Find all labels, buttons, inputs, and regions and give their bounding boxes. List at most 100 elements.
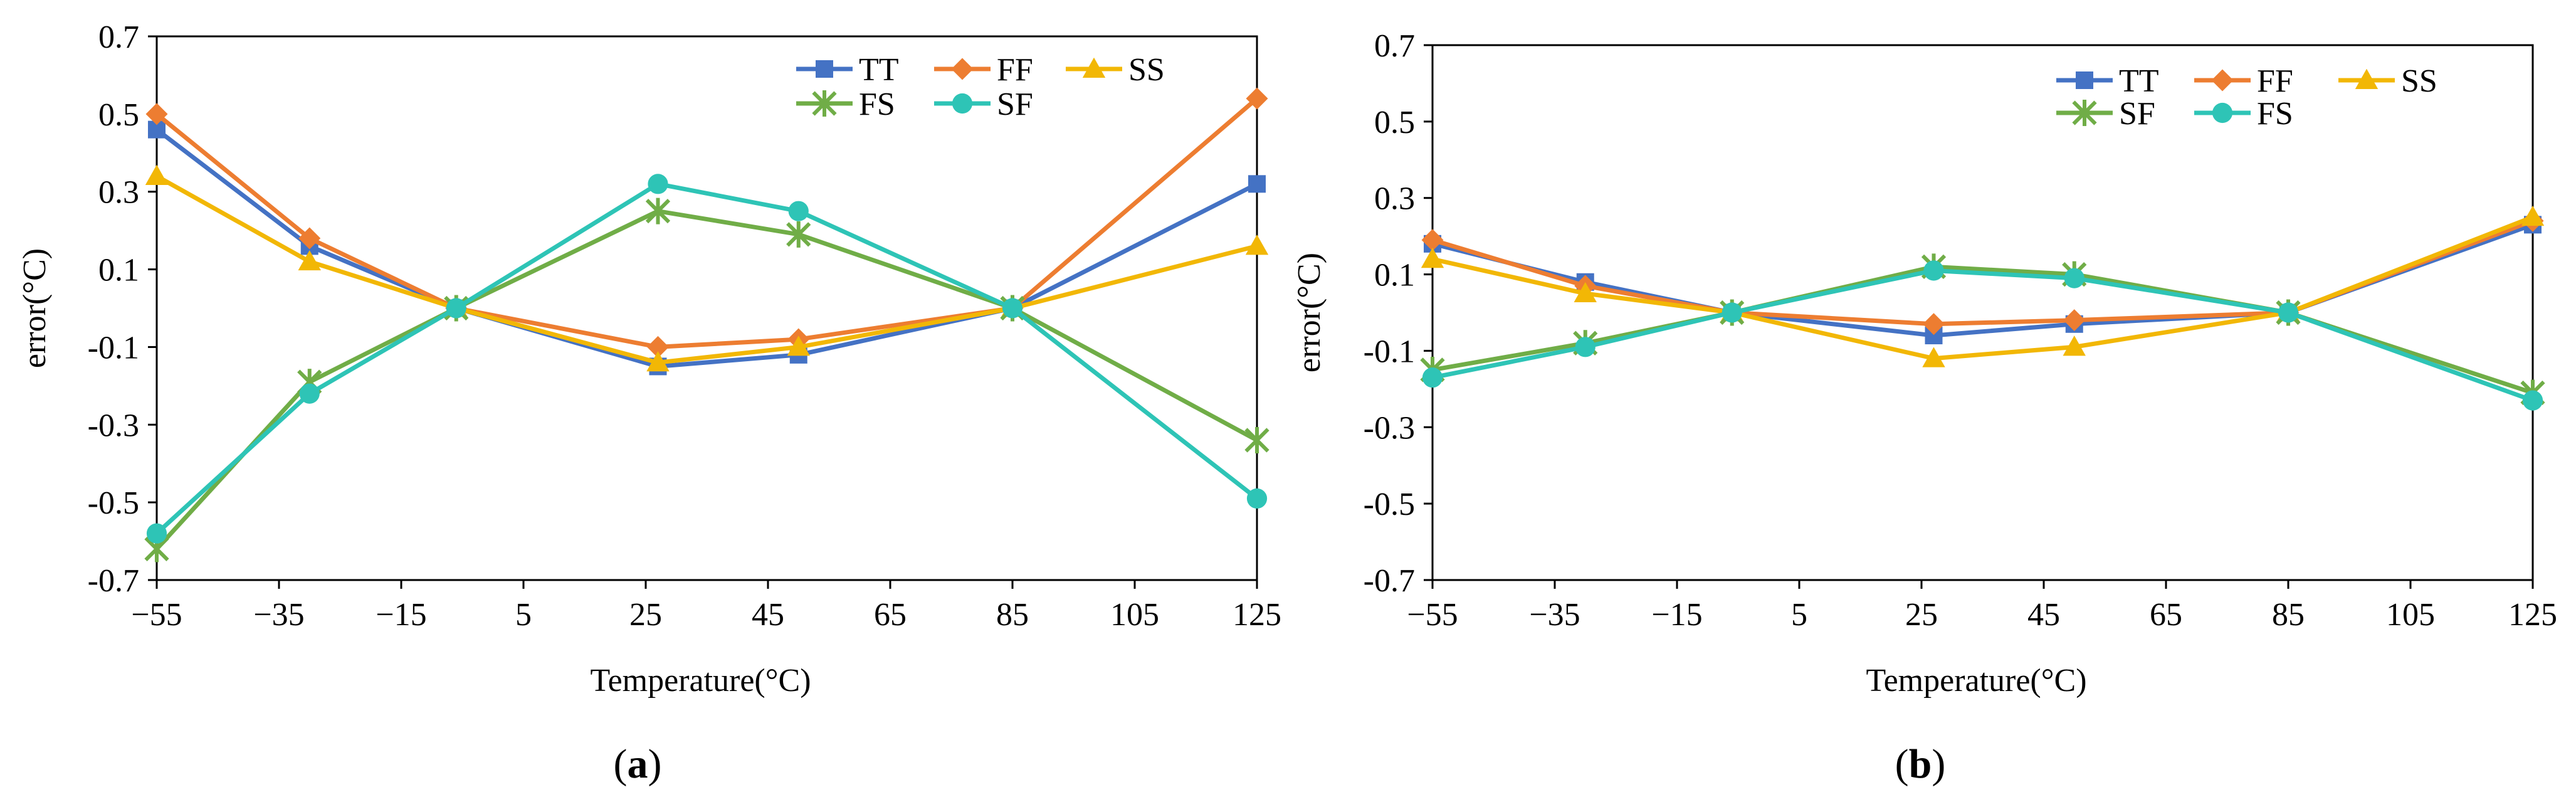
y-tick-label: 0.3 bbox=[1374, 181, 1415, 217]
y-tick-label: 0.7 bbox=[98, 19, 139, 55]
data-point bbox=[1922, 347, 1945, 367]
data-point bbox=[2521, 205, 2545, 226]
plot-frame bbox=[1431, 44, 2534, 581]
data-point bbox=[2063, 309, 2086, 332]
data-point bbox=[298, 250, 321, 271]
panel-caption: (a) bbox=[614, 741, 662, 787]
y-tick-label: 0.3 bbox=[98, 175, 139, 211]
legend: TT FF SS SF FS bbox=[2056, 63, 2437, 132]
y-tick-label: 0.1 bbox=[98, 253, 139, 288]
legend-label: FS bbox=[859, 87, 895, 122]
legend-label: FF bbox=[2257, 63, 2293, 99]
data-point bbox=[1246, 87, 1268, 110]
legend-marker bbox=[2211, 69, 2234, 92]
x-axis-title: Temperature(°C) bbox=[1866, 663, 2086, 699]
y-tick-label: -0.1 bbox=[1364, 334, 1415, 369]
series-sf bbox=[146, 174, 1268, 544]
legend-label: SF bbox=[2119, 96, 2155, 132]
data-point bbox=[648, 174, 668, 194]
legend-label: FS bbox=[2257, 96, 2293, 132]
caption-close: ) bbox=[648, 741, 662, 787]
legend-item-sf: SF bbox=[934, 87, 1033, 122]
y-tick-label: -0.5 bbox=[1364, 487, 1415, 522]
data-point bbox=[2063, 335, 2086, 356]
data-point bbox=[647, 335, 669, 358]
x-tick-label: 65 bbox=[2150, 597, 2182, 633]
y-axis-title: error(°C) bbox=[17, 248, 53, 368]
data-point bbox=[2278, 302, 2299, 323]
caption-open: ( bbox=[1895, 741, 1909, 787]
legend-item-tt: TT bbox=[2056, 63, 2159, 99]
x-tick-label: 45 bbox=[752, 597, 784, 633]
legend-item-sf: SF bbox=[2056, 96, 2155, 132]
chart-panel-b: −55 −35 −15 5 25 45 65 85 105 125 -0.7 -0.5 -0.3 -0.1… bbox=[1291, 28, 2557, 787]
legend-label: TT bbox=[859, 52, 899, 88]
series-ff bbox=[145, 87, 1268, 358]
x-tick-label: −35 bbox=[253, 597, 304, 633]
data-point bbox=[299, 383, 320, 404]
data-point bbox=[646, 351, 670, 372]
x-tick-label: −15 bbox=[1651, 597, 1702, 633]
data-point bbox=[1248, 175, 1266, 193]
legend-label: FF bbox=[997, 52, 1033, 88]
legend-label: TT bbox=[2119, 63, 2159, 99]
data-point bbox=[298, 227, 321, 250]
x-tick-label: 5 bbox=[1791, 597, 1807, 633]
y-tick-label: -0.5 bbox=[88, 485, 139, 521]
legend-marker bbox=[2072, 100, 2097, 126]
series-line bbox=[155, 97, 1259, 349]
data-point bbox=[2522, 390, 2543, 411]
legend-item-tt: TT bbox=[796, 52, 899, 88]
y-tick-label: 0.5 bbox=[98, 97, 139, 133]
series-ss bbox=[145, 164, 1269, 372]
y-tick-label: -0.7 bbox=[88, 563, 139, 599]
data-point bbox=[1923, 260, 1944, 281]
x-tick-label: 105 bbox=[2386, 597, 2435, 633]
y-tick-label: -0.3 bbox=[88, 408, 139, 443]
legend-marker bbox=[952, 93, 973, 114]
data-point bbox=[1244, 427, 1270, 454]
data-point bbox=[446, 298, 466, 319]
x-tick-label: 125 bbox=[1233, 597, 1281, 633]
data-point bbox=[1422, 367, 1443, 388]
y-tick-label: 0.7 bbox=[1374, 28, 1415, 64]
caption-letter: b bbox=[1909, 741, 1932, 787]
x-tick-label: 25 bbox=[1905, 597, 1938, 633]
data-point bbox=[145, 164, 169, 185]
series-line bbox=[155, 209, 1258, 551]
plot-frame bbox=[155, 35, 1258, 581]
data-point bbox=[788, 201, 809, 221]
legend: TT FF SS FS SF bbox=[796, 52, 1165, 122]
data-point bbox=[1245, 235, 1269, 255]
legend-item-ss: SS bbox=[2338, 63, 2437, 99]
legend-item-fs: FS bbox=[2194, 96, 2293, 132]
data-point bbox=[1575, 337, 1596, 357]
legend-marker bbox=[816, 60, 833, 78]
series-tt bbox=[148, 120, 1266, 376]
x-tick-label: 45 bbox=[2027, 597, 2060, 633]
x-tick-label: −55 bbox=[131, 597, 182, 633]
legend-item-ss: SS bbox=[1066, 52, 1165, 88]
legend-item-fs: FS bbox=[796, 87, 895, 122]
x-tick-label: 125 bbox=[2508, 597, 2557, 633]
data-point bbox=[1923, 313, 1945, 335]
x-tick-label: −35 bbox=[1529, 597, 1580, 633]
x-tick-label: 65 bbox=[874, 597, 907, 633]
caption-open: ( bbox=[614, 741, 628, 787]
y-tick-label: -0.1 bbox=[88, 330, 139, 366]
y-tick-label: 0.5 bbox=[1374, 105, 1415, 140]
data-point bbox=[787, 335, 810, 356]
x-tick-label: 85 bbox=[2272, 597, 2305, 633]
legend-marker bbox=[2076, 71, 2093, 89]
legend-marker bbox=[1082, 57, 1106, 78]
x-tick-label: 85 bbox=[996, 597, 1029, 633]
data-point bbox=[1574, 282, 1597, 303]
panel-caption: (b) bbox=[1895, 741, 1946, 787]
data-point bbox=[2064, 268, 2084, 288]
legend-label: SF bbox=[997, 87, 1033, 122]
legend-label: SS bbox=[2401, 63, 2437, 99]
y-tick-label: -0.3 bbox=[1364, 410, 1415, 446]
caption-close: ) bbox=[1932, 741, 1945, 787]
data-point bbox=[1421, 248, 1444, 268]
